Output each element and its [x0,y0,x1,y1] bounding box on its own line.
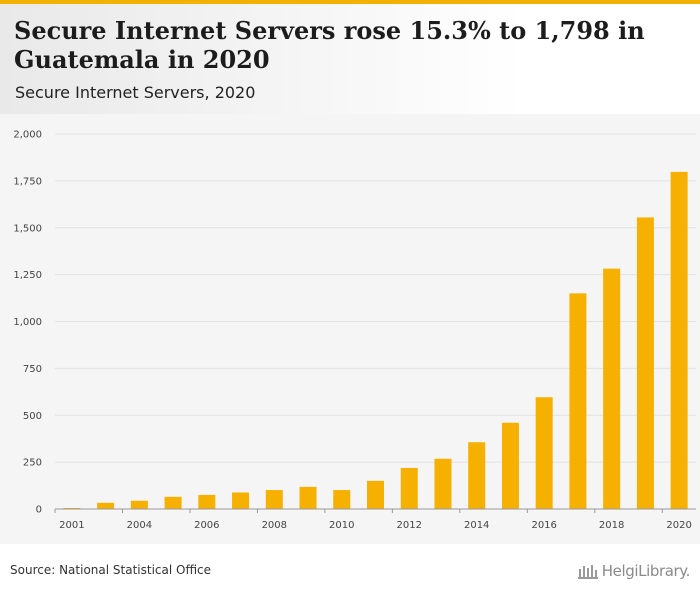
bar [569,293,587,509]
chart-title: Secure Internet Servers rose 15.3% to 1,… [14,16,645,74]
grid-lines [55,133,696,463]
brand-text: HelgiLibrary. [601,562,691,580]
x-tick-label: 2012 [397,520,422,531]
y-tick-label: 1,500 [13,223,42,234]
x-tick-label: 2020 [666,520,691,531]
x-tick-label: 2010 [329,520,354,531]
bar [367,480,384,510]
x-tick-label: 2014 [464,520,489,531]
bar [232,492,250,509]
bar-chart: 0 250 500 750 1,000 1,250 1,500 1,750 2,000 2001 2… [13,130,696,531]
bar [670,171,688,510]
bar [636,217,654,509]
y-tick-label: 1,000 [13,317,42,328]
bar [299,486,317,510]
bar [198,494,216,509]
chart-subtitle: Secure Internet Servers, 2020 [15,83,256,102]
bar [501,422,519,509]
bar [535,397,553,509]
axes: 0 250 500 750 1,000 1,250 1,500 1,750 2,000 2001 2… [13,130,696,531]
brand-logo[interactable]: HelgiLibrary. [577,561,690,581]
library-icon [577,565,598,579]
y-tick-label: 1,750 [13,176,42,187]
chart-header: Secure Internet Servers rose 15.3% to 1,… [0,4,700,114]
x-tick-label: 2016 [531,520,556,531]
x-tick-label: 2001 [59,520,84,531]
bar [400,467,418,509]
source-note: Source: National Statistical Office [10,563,212,577]
y-tick-label: 0 [36,505,42,516]
x-tick-label: 2004 [127,520,152,531]
top-accent-bar [0,0,700,4]
bar [164,496,182,509]
y-tick-label: 250 [23,458,42,469]
bar [130,500,148,509]
x-tick-label: 2018 [599,520,624,531]
y-tick-label: 1,250 [13,270,42,281]
bar [97,502,115,509]
x-tick-label: 2008 [262,520,287,531]
bars [63,171,688,510]
bar [603,268,621,510]
y-tick-label: 750 [23,364,42,375]
bar [468,442,486,509]
bar [434,458,452,509]
bar [333,490,351,509]
chart-area: 0 250 500 750 1,000 1,250 1,500 1,750 2,000 2001 2… [0,114,700,544]
y-tick-label: 500 [23,411,42,422]
bar [265,490,283,509]
y-tick-label: 2,000 [13,130,42,141]
x-tick-label: 2006 [194,520,219,531]
